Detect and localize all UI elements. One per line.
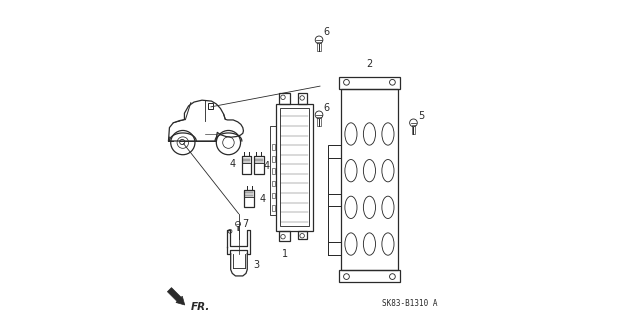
Text: SK83-B1310 A: SK83-B1310 A xyxy=(382,299,438,308)
Bar xyxy=(242,156,252,163)
Polygon shape xyxy=(168,288,185,305)
Bar xyxy=(242,156,252,174)
Text: 4: 4 xyxy=(264,161,269,171)
Bar xyxy=(340,89,398,270)
Bar xyxy=(270,126,276,215)
Text: FR.: FR. xyxy=(191,301,210,312)
Bar xyxy=(271,193,275,198)
Bar xyxy=(278,93,290,104)
Bar xyxy=(298,231,307,239)
Bar xyxy=(271,156,275,162)
Text: 1: 1 xyxy=(282,249,288,259)
Bar xyxy=(244,190,254,207)
Text: 6: 6 xyxy=(323,27,330,37)
Bar xyxy=(271,181,275,186)
Text: 7: 7 xyxy=(242,219,248,229)
Bar xyxy=(271,144,275,150)
Bar xyxy=(339,270,400,282)
Text: 4: 4 xyxy=(230,159,236,169)
Bar xyxy=(412,125,415,134)
Bar xyxy=(280,108,309,226)
Text: 4: 4 xyxy=(260,194,266,204)
Bar xyxy=(278,231,290,241)
Text: 6: 6 xyxy=(323,103,330,114)
Bar xyxy=(317,42,321,51)
Bar xyxy=(254,156,264,163)
Bar xyxy=(328,242,340,255)
Bar xyxy=(237,226,239,230)
Text: 5: 5 xyxy=(419,111,424,122)
Text: 2: 2 xyxy=(366,59,372,69)
Bar xyxy=(328,145,340,158)
Bar xyxy=(209,103,214,109)
Bar xyxy=(271,205,275,211)
Bar xyxy=(276,104,313,231)
Bar xyxy=(328,194,340,206)
Text: 3: 3 xyxy=(253,260,259,270)
Bar xyxy=(254,156,264,174)
Bar xyxy=(244,190,254,197)
Bar xyxy=(317,117,321,126)
Bar xyxy=(271,168,275,174)
Bar xyxy=(298,93,307,104)
Bar xyxy=(339,77,400,89)
